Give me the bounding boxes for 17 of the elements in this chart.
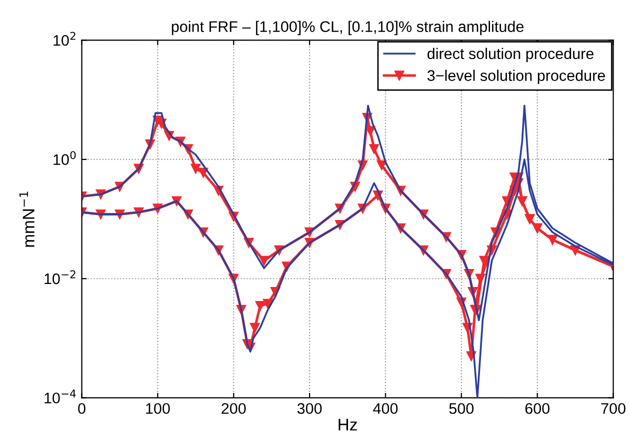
x-tick-label: 400 [373,403,398,414]
y-tick-label: 10$^{−4}$ [44,390,76,404]
y-tick-label: 10$^{2}$ [54,32,76,46]
legend-label: direct solution procedure [428,48,594,62]
x-tick-label: 100 [146,403,170,414]
x-tick-label: 300 [297,403,322,414]
y-axis-title: mmN$^{−1}$ [19,192,34,247]
x-axis-title: Hz [338,418,357,430]
x-tick-label: 200 [222,403,246,414]
y-tick-label: 10$^{−2}$ [44,270,76,284]
x-tick-label: 700 [601,403,626,414]
y-tick-label: 10$^{0}$ [54,151,76,165]
chart-title: point FRF – [1,100]% CL, [0.1,10]% strain amplitude [172,20,524,36]
legend-label: 3−level solution procedure [427,70,605,84]
x-tick-label: 500 [449,403,474,414]
x-tick-label: 0 [78,403,86,414]
x-tick-label: 600 [525,403,550,414]
